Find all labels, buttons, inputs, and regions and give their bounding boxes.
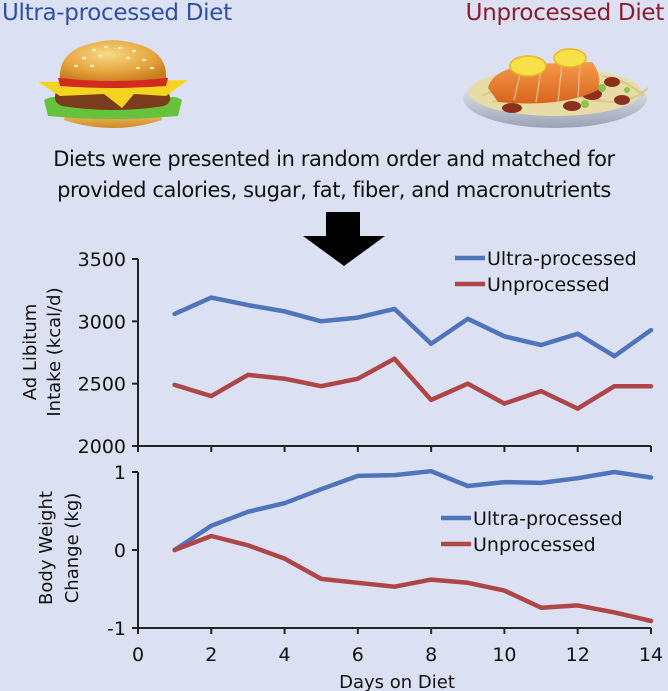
panel2-legend-label: Unprocessed <box>473 534 596 556</box>
panel2-x-tick-label: 10 <box>492 644 516 666</box>
panel2-y-tick-label: -1 <box>107 618 126 640</box>
panel2-x-tick-label: 0 <box>132 644 144 666</box>
panel1-y-axis-label: Ad Libitum <box>20 304 41 401</box>
panel1-series-unprocessed <box>172 356 654 411</box>
hamburger-icon <box>38 40 188 128</box>
panel2-x-axis-label: Days on Diet <box>339 672 455 691</box>
panel2-series-unprocessed <box>172 533 654 624</box>
salmon-plate-icon <box>463 48 649 128</box>
panel2-x-tick-label: 12 <box>566 644 590 666</box>
panel1-legend-label: Unprocessed <box>487 274 610 296</box>
panel2-legend-label: Ultra-processed <box>473 508 623 530</box>
panel2-x-tick-label: 14 <box>639 644 663 666</box>
down-arrow-icon <box>303 212 385 266</box>
panel1-y-tick-label: 3000 <box>78 311 126 333</box>
panel2-x-tick-label: 4 <box>279 644 291 666</box>
panel1-series-ultra-processed <box>172 295 654 359</box>
caption-line-2: provided calories, sugar, fat, fiber, an… <box>57 178 611 202</box>
panel2-y-axis-label: Change (kg) <box>62 493 83 604</box>
panel2-y-tick-label: 0 <box>114 540 126 562</box>
panel2-x-tick-label: 6 <box>352 644 364 666</box>
panel2-x-tick-label: 2 <box>205 644 217 666</box>
ultra-processed-diet-title: Ultra-processed Diet <box>2 0 232 26</box>
caption-line-1: Diets were presented in random order and… <box>53 147 615 171</box>
caption: Diets were presented in random order and… <box>0 144 668 206</box>
unprocessed-diet-title: Unprocessed Diet <box>465 0 665 26</box>
panel1-legend-label: Ultra-processed <box>487 248 637 270</box>
panel1-y-tick-label: 2500 <box>78 374 126 396</box>
panel2-x-tick-label: 8 <box>425 644 437 666</box>
panel2-series-ultra-processed <box>172 468 654 553</box>
panel1-y-tick-label: 3500 <box>78 249 126 271</box>
panel2-y-axis-label: Body Weight <box>36 491 57 605</box>
panel1-y-axis-label: Intake (kcal/d) <box>44 287 65 416</box>
panel1-y-tick-label: 2000 <box>78 436 126 458</box>
panel2-y-tick-label: 1 <box>114 462 126 484</box>
